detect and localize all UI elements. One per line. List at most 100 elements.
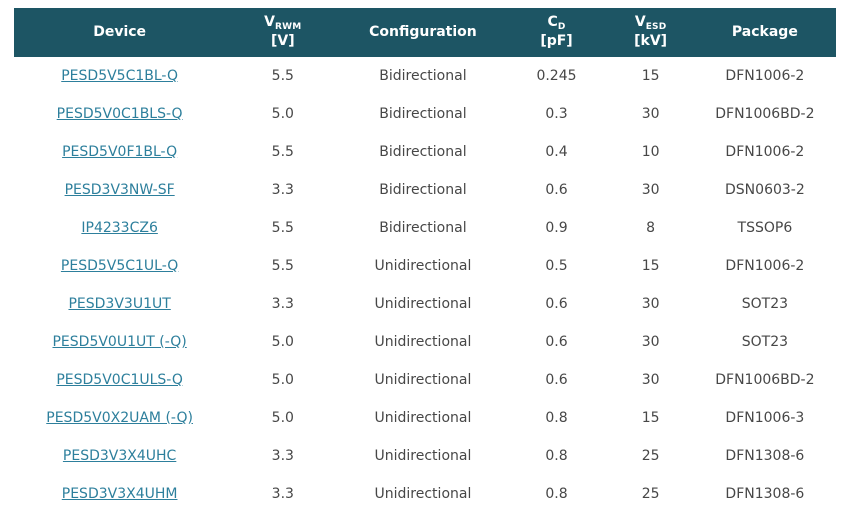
table-row: PESD5V0C1ULS-Q 5.0 Unidirectional 0.6 30… [14,361,836,399]
device-link[interactable]: PESD5V0C1ULS-Q [56,372,183,388]
device-link[interactable]: PESD5V0U1UT (-Q) [52,334,187,350]
vrwm-cell: 3.3 [225,475,341,513]
device-header-label: Device [93,23,147,40]
vesd-cell: 30 [607,361,694,399]
device-cell: PESD5V0C1ULS-Q [14,361,226,399]
configuration-cell: Unidirectional [340,247,506,285]
table-body: PESD5V5C1BL-Q 5.5 Bidirectional 0.245 15… [14,57,836,513]
vrwm-cell: 3.3 [225,171,341,209]
column-header-configuration: Configuration [340,8,506,57]
vrwm-cell: 5.5 [225,133,341,171]
configuration-cell: Bidirectional [340,133,506,171]
cd-cell: 0.6 [505,361,608,399]
table-row: IP4233CZ6 5.5 Bidirectional 0.9 8 TSSOP6 [14,209,836,247]
vrwm-cell: 5.0 [225,95,341,133]
vesd-symbol: V [634,14,646,31]
package-cell: SOT23 [693,285,836,323]
table-row: PESD5V0F1BL-Q 5.5 Bidirectional 0.4 10 D… [14,133,836,171]
cd-cell: 0.6 [505,171,608,209]
device-link[interactable]: PESD3V3NW-SF [64,182,175,198]
vesd-cell: 8 [607,209,694,247]
device-link[interactable]: PESD5V5C1BL-Q [61,68,179,84]
table-row: PESD5V0C1BLS-Q 5.0 Bidirectional 0.3 30 … [14,95,836,133]
package-cell: DFN1006BD-2 [693,361,836,399]
device-cell: PESD3V3X4UHC [14,437,226,475]
column-header-vesd: VESD [kV] [607,8,694,57]
table-row: PESD5V5C1BL-Q 5.5 Bidirectional 0.245 15… [14,57,836,95]
device-link[interactable]: PESD3V3X4UHM [61,486,178,502]
vesd-cell: 30 [607,171,694,209]
vesd-cell: 25 [607,475,694,513]
vrwm-cell: 5.5 [225,209,341,247]
vrwm-cell: 3.3 [225,437,341,475]
cd-cell: 0.245 [505,57,608,95]
vrwm-cell: 5.5 [225,247,341,285]
package-cell: DFN1308-6 [693,475,836,513]
vesd-unit: [kV] [634,33,668,50]
device-cell: PESD3V3NW-SF [14,171,226,209]
device-link[interactable]: PESD3V3X4UHC [62,448,177,464]
vesd-cell: 15 [607,57,694,95]
device-link[interactable]: PESD5V0F1BL-Q [62,144,178,160]
vesd-cell: 30 [607,95,694,133]
configuration-cell: Unidirectional [340,437,506,475]
device-cell: PESD5V5C1UL-Q [14,247,226,285]
vesd-cell: 30 [607,323,694,361]
cd-symbol: C [547,14,558,31]
configuration-cell: Unidirectional [340,285,506,323]
configuration-cell: Unidirectional [340,323,506,361]
table-row: PESD5V5C1UL-Q 5.5 Unidirectional 0.5 15 … [14,247,836,285]
device-cell: PESD5V0C1BLS-Q [14,95,226,133]
device-cell: PESD5V0U1UT (-Q) [14,323,226,361]
vrwm-unit: [V] [270,33,295,50]
column-header-vrwm: VRWM [V] [225,8,341,57]
configuration-cell: Unidirectional [340,399,506,437]
cd-cell: 0.4 [505,133,608,171]
device-cell: PESD5V5C1BL-Q [14,57,226,95]
cd-cell: 0.3 [505,95,608,133]
table-row: PESD3V3U1UT 3.3 Unidirectional 0.6 30 SO… [14,285,836,323]
configuration-cell: Unidirectional [340,361,506,399]
device-link[interactable]: PESD5V5C1UL-Q [60,258,179,274]
configuration-cell: Bidirectional [340,57,506,95]
vesd-cell: 10 [607,133,694,171]
configuration-cell: Bidirectional [340,209,506,247]
table-header-row: Device VRWM [V] Configuration CD [pF] VE… [14,8,836,57]
device-cell: PESD3V3U1UT [14,285,226,323]
vrwm-cell: 5.0 [225,323,341,361]
table-row: PESD5V0U1UT (-Q) 5.0 Unidirectional 0.6 … [14,323,836,361]
vesd-cell: 15 [607,247,694,285]
device-link[interactable]: PESD3V3U1UT [68,296,171,312]
package-cell: DFN1006-3 [693,399,836,437]
package-cell: DSN0603-2 [693,171,836,209]
table-row: PESD5V0X2UAM (-Q) 5.0 Unidirectional 0.8… [14,399,836,437]
vesd-cell: 15 [607,399,694,437]
cd-cell: 0.8 [505,475,608,513]
device-cell: PESD3V3X4UHM [14,475,226,513]
cd-cell: 0.8 [505,437,608,475]
cd-unit: [pF] [540,33,573,50]
column-header-cd: CD [pF] [505,8,608,57]
package-cell: DFN1006-2 [693,57,836,95]
table-row: PESD3V3X4UHC 3.3 Unidirectional 0.8 25 D… [14,437,836,475]
package-cell: DFN1006-2 [693,247,836,285]
package-cell: DFN1006BD-2 [693,95,836,133]
device-link[interactable]: PESD5V0C1BLS-Q [56,106,183,122]
vrwm-symbol: V [264,14,275,31]
cd-cell: 0.8 [505,399,608,437]
vrwm-cell: 3.3 [225,285,341,323]
cd-cell: 0.6 [505,323,608,361]
device-link[interactable]: IP4233CZ6 [81,220,158,236]
vrwm-cell: 5.0 [225,361,341,399]
device-link[interactable]: PESD5V0X2UAM (-Q) [46,410,193,426]
package-header-label: Package [731,23,798,40]
configuration-cell: Bidirectional [340,171,506,209]
configuration-cell: Unidirectional [340,475,506,513]
cd-cell: 0.5 [505,247,608,285]
table-row: PESD3V3X4UHM 3.3 Unidirectional 0.8 25 D… [14,475,836,513]
configuration-header-label: Configuration [369,23,477,40]
vrwm-subscript: RWM [275,22,302,33]
device-cell: PESD5V0F1BL-Q [14,133,226,171]
cd-cell: 0.6 [505,285,608,323]
